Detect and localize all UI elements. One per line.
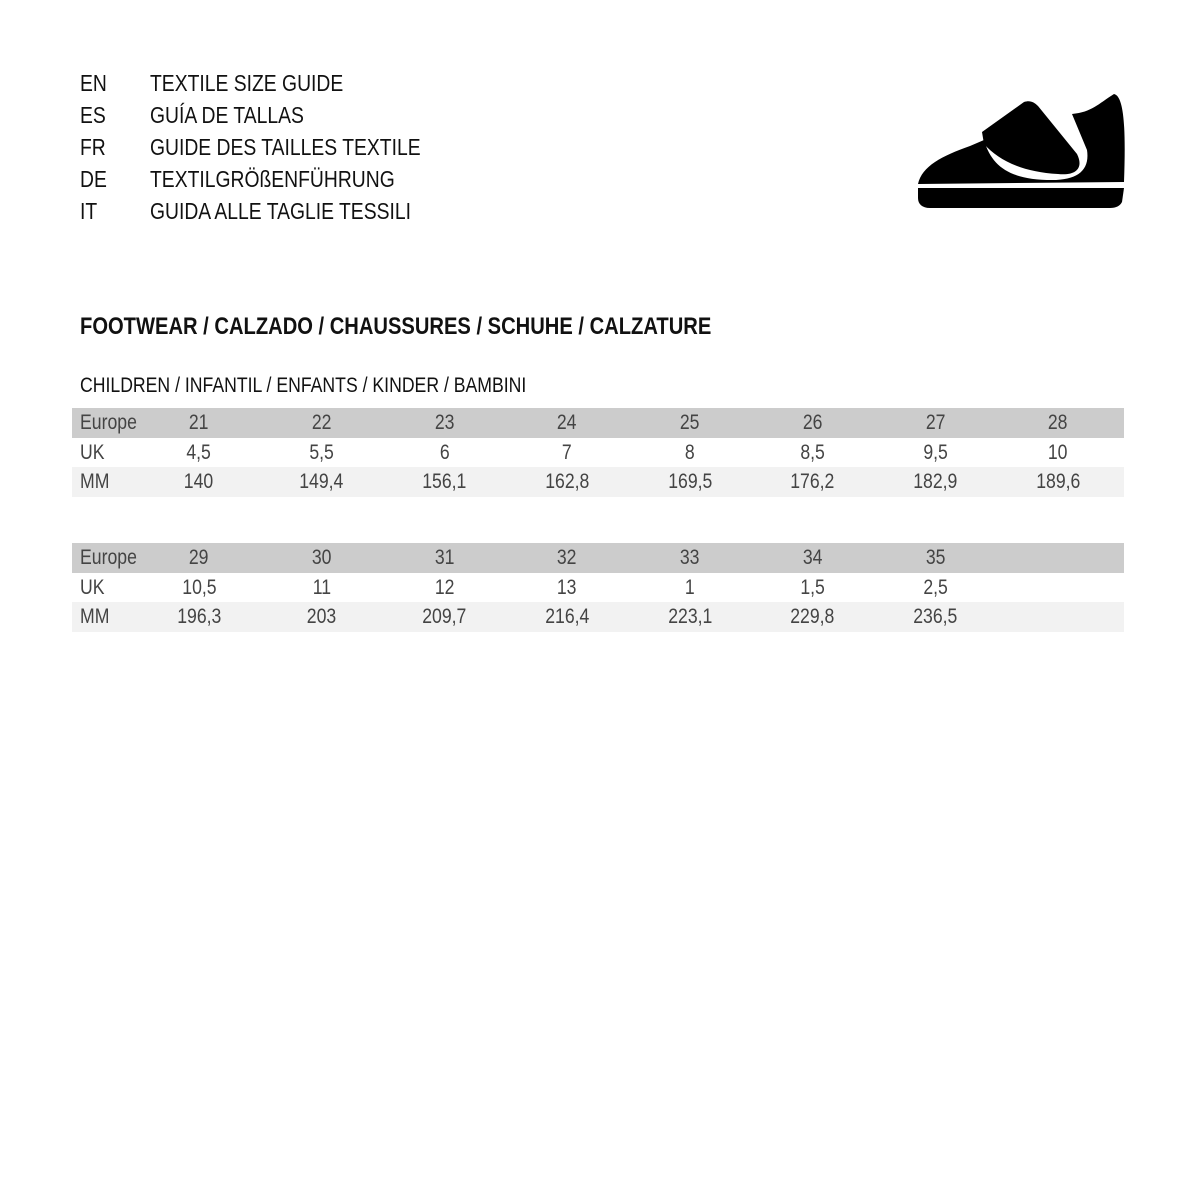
table-cell: 26 (802, 411, 823, 434)
row-label: MM (80, 605, 110, 628)
language-code: EN (80, 70, 107, 96)
language-code: ES (80, 102, 106, 128)
table-row-europe: Europe 21 22 23 24 25 26 27 28 (72, 408, 1124, 438)
table-cell: 6 (439, 440, 450, 464)
table-cell: 189,6 (1035, 470, 1080, 493)
table-cell: 34 (802, 546, 823, 569)
table-cell: 176,2 (790, 470, 835, 493)
table-cell: 8 (684, 440, 695, 464)
table-cell: 29 (189, 546, 209, 569)
table-cell: 8,5 (800, 440, 825, 464)
table-cell: 223,1 (667, 605, 712, 628)
table-cell: 32 (557, 546, 577, 569)
table-cell: 30 (311, 546, 332, 569)
table-cell: 24 (557, 411, 577, 434)
table-cell: 4,5 (186, 440, 212, 464)
table-cell: 209,7 (422, 605, 467, 628)
row-label: UK (80, 575, 105, 599)
table-cell: 7 (562, 440, 573, 464)
table-cell: 229,8 (790, 605, 835, 628)
table-cell: 33 (679, 546, 700, 569)
row-label: Europe (80, 411, 137, 434)
guide-title-text: TEXTILE SIZE GUIDE (150, 70, 344, 96)
table-row-europe: Europe 29 30 31 32 33 34 35 (72, 543, 1124, 573)
table-cell: 182,9 (913, 470, 958, 493)
table-row-mm: MM 196,3 203 209,7 216,4 223,1 229,8 236,5 (72, 602, 1124, 632)
table-cell: 5,5 (309, 440, 334, 464)
row-label: Europe (80, 546, 137, 569)
guide-title-text: GUÍA DE TALLAS (150, 102, 304, 128)
table-cell: 21 (189, 411, 209, 434)
table-cell: 169,5 (667, 470, 712, 493)
table-cell: 23 (434, 411, 455, 434)
table-cell: 1 (684, 575, 695, 599)
table-cell: 1,5 (800, 575, 825, 599)
table-cell: 196,3 (176, 605, 222, 628)
shoe-velcro-icon (918, 94, 1125, 208)
table-cell: 149,4 (299, 470, 344, 493)
table-cell: 22 (311, 411, 332, 434)
table-cell: 13 (557, 575, 577, 599)
table-cell: 31 (434, 546, 455, 569)
table-cell: 10 (1048, 440, 1068, 464)
table-cell: 12 (434, 575, 455, 599)
table-cell: 11 (312, 575, 331, 599)
language-code: FR (80, 134, 106, 160)
table-cell: 35 (925, 546, 945, 569)
table-cell: 236,5 (913, 605, 958, 628)
language-code: DE (80, 166, 107, 192)
language-code: IT (80, 198, 98, 224)
table-cell: 27 (925, 411, 945, 434)
table-cell: 25 (679, 411, 700, 434)
table-cell: 9,5 (922, 440, 948, 464)
subsection-title: CHILDREN / INFANTIL / ENFANTS / KINDER /… (80, 374, 527, 397)
section-title: FOOTWEAR / CALZADO / CHAUSSURES / SCHUHE… (80, 313, 712, 340)
table-cell: 28 (1048, 411, 1068, 434)
table-cell: 216,4 (545, 605, 590, 628)
guide-title-text: GUIDE DES TAILLES TEXTILE (150, 134, 421, 160)
size-table-1: Europe 21 22 23 24 25 26 27 28 UK 4,5 5,5 6 7 8 8,5 9,5 1… (72, 408, 1124, 497)
guide-title-text: GUIDA ALLE TAGLIE TESSILI (150, 198, 411, 224)
row-label: UK (80, 440, 105, 464)
table-row-uk: UK 10,5 11 12 13 1 1,5 2,5 (72, 572, 1124, 602)
size-table-2: Europe 29 30 31 32 33 34 35 UK 10,5 11 12 13 1 1,5 2,5 M… (72, 543, 1124, 632)
row-label: MM (80, 470, 110, 493)
table-row-mm: MM 140 149,4 156,1 162,8 169,5 176,2 182,9 189,6 (72, 467, 1124, 497)
table-cell: 156,1 (422, 470, 467, 493)
table-row-uk: UK 4,5 5,5 6 7 8 8,5 9,5 10 (72, 437, 1124, 467)
table-cell: 2,5 (922, 575, 948, 599)
table-cell: 162,8 (545, 470, 590, 493)
table-cell: 203 (306, 605, 337, 628)
table-cell: 10,5 (181, 575, 217, 599)
guide-title-text: TEXTILGRÖßENFÜHRUNG (150, 166, 395, 192)
table-cell: 140 (184, 470, 214, 493)
